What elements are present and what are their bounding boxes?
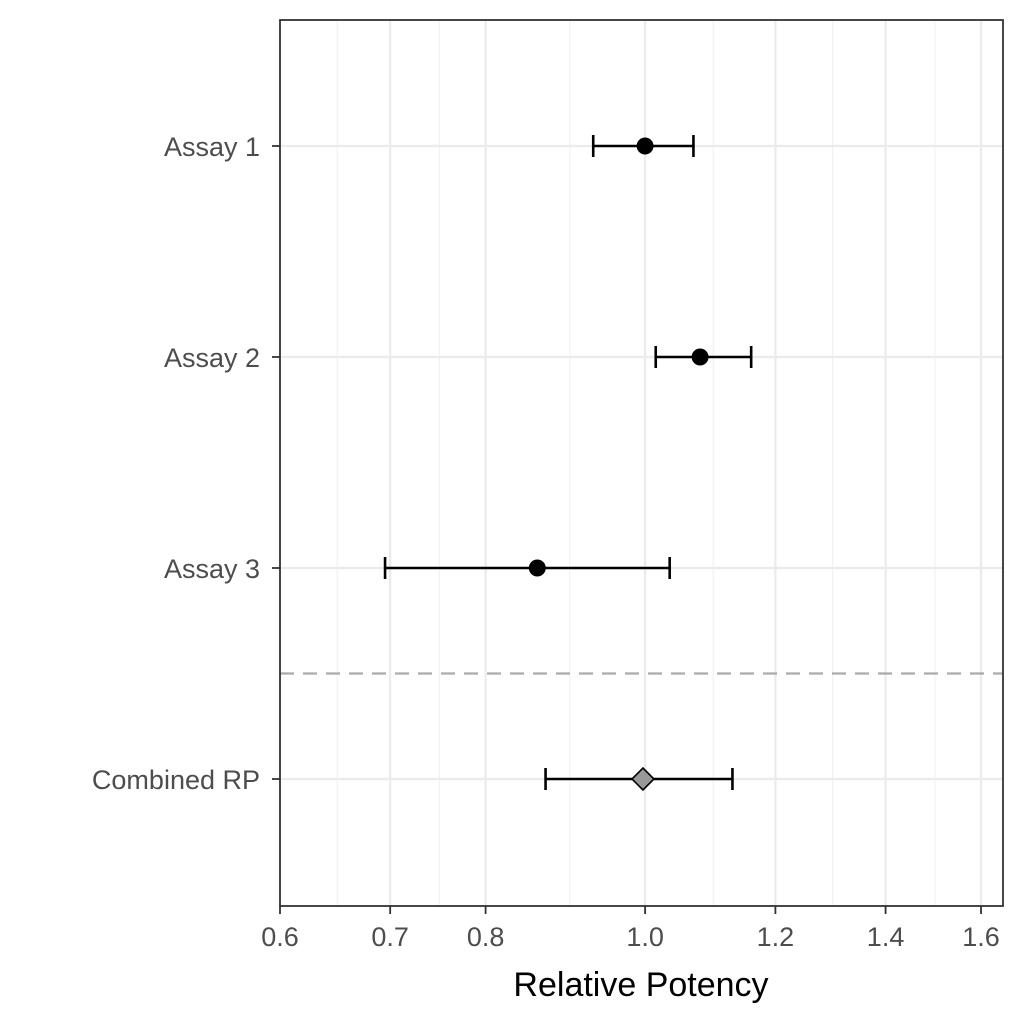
x-tick-label: 1.6 [962, 922, 1000, 952]
y-tick-label: Combined RP [92, 765, 260, 795]
x-tick-label: 0.6 [261, 922, 299, 952]
point-estimate-marker [636, 137, 654, 155]
x-tick-label: 1.0 [626, 922, 664, 952]
y-axis: Assay 1 Assay 2 Assay 3 Combined RP [92, 132, 280, 795]
y-tick-label: Assay 3 [164, 554, 260, 584]
x-tick-label: 0.7 [371, 922, 409, 952]
x-tick-label: 1.2 [757, 922, 795, 952]
x-axis-title: Relative Potency [513, 966, 768, 1004]
plot-panel-background [280, 20, 1003, 906]
x-axis: 0.6 0.7 0.8 1.0 1.2 1.4 1.6 [261, 906, 1000, 952]
y-tick-label: Assay 2 [164, 343, 260, 373]
point-estimates [528, 137, 709, 792]
plot-panel-border [279, 19, 1004, 907]
x-tick-label: 1.4 [867, 922, 905, 952]
y-tick-label: Assay 1 [164, 132, 260, 162]
combined-diamond-marker [630, 766, 656, 792]
x-tick-label: 0.8 [467, 922, 505, 952]
point-estimate-marker [528, 559, 546, 577]
minor-gridlines-x [336, 20, 936, 906]
point-estimate-marker [691, 348, 709, 366]
